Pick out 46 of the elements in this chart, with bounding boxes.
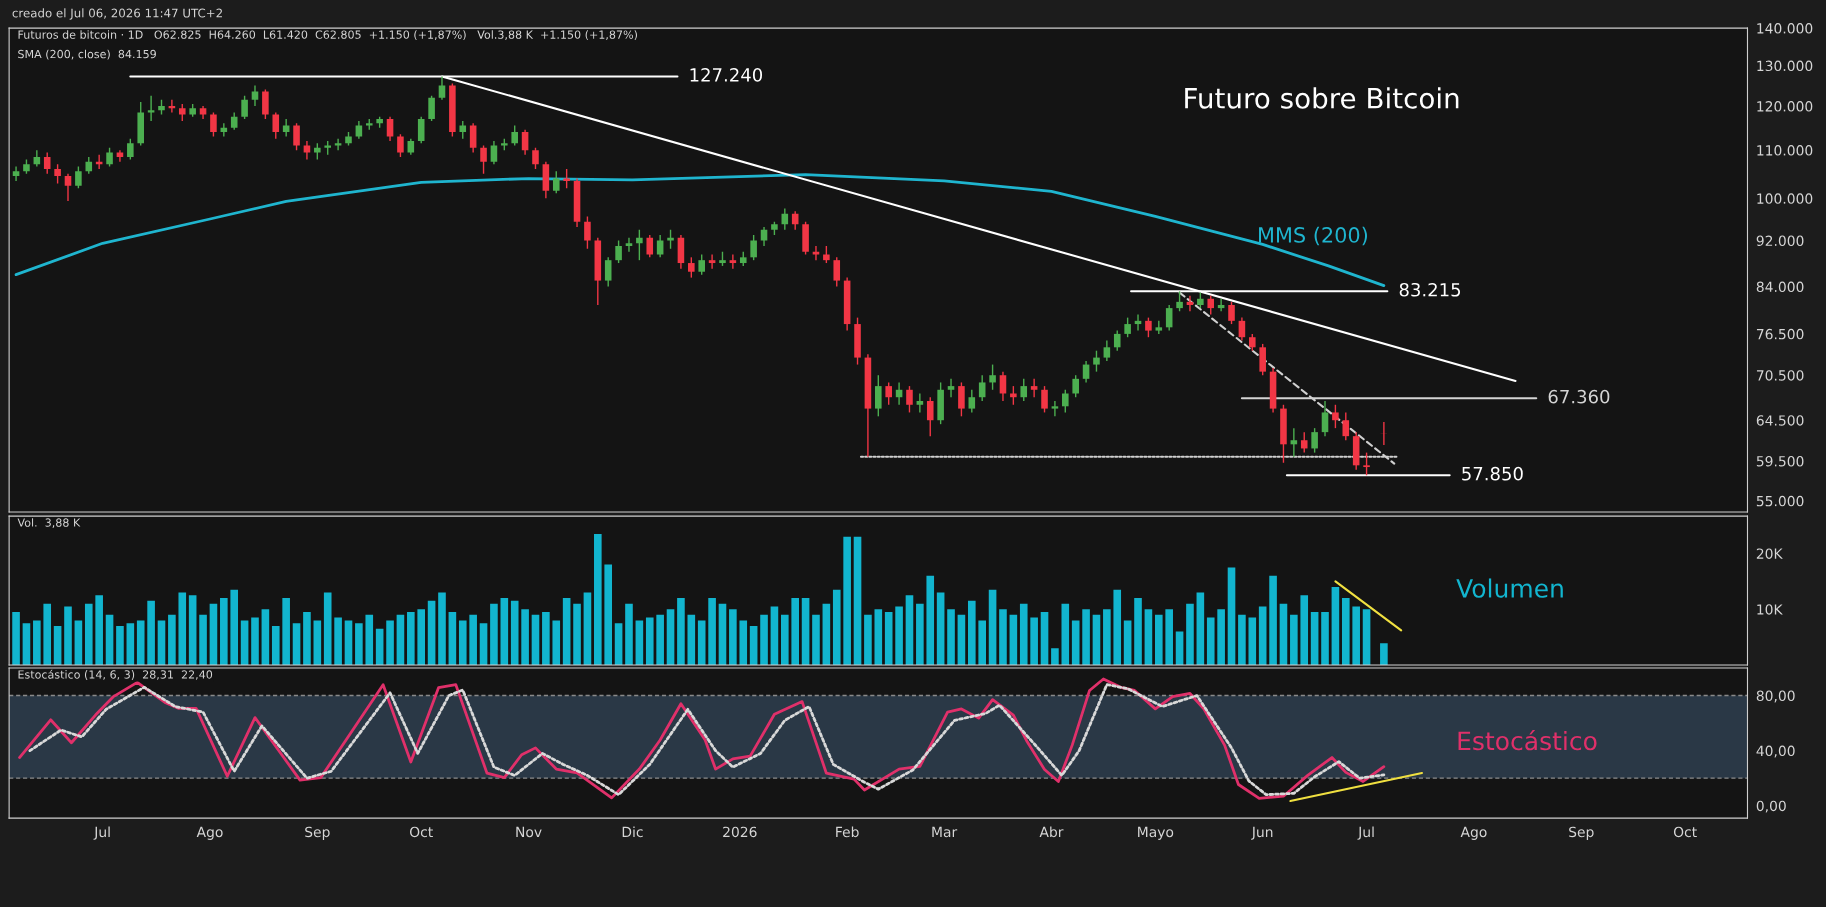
x-tick-label: Mayo [1138, 826, 1174, 840]
text: Estocástico [1458, 729, 1597, 751]
y-tick-label: 80,00 [1756, 690, 1795, 703]
y-tick-label: 84.000 [1756, 281, 1804, 293]
y-tick-label: 140.000 [1757, 23, 1813, 34]
y-tick-label: 59.500 [1756, 456, 1804, 467]
y-tick-label: 55.000 [1756, 495, 1804, 507]
x-tick-label: Dic [622, 826, 643, 838]
y-tick-label: 10K [1757, 604, 1783, 615]
x-tick-label: Sep [305, 826, 330, 840]
annotation: SMA (200, close) 84.159 [18, 49, 156, 60]
x-tick-label: Jul [1357, 826, 1374, 840]
y-tick-label: 100.000 [1757, 193, 1813, 204]
y-tick-label: 76.500 [1756, 328, 1804, 340]
y-tick-label: 130.000 [1757, 60, 1813, 72]
y-tick-label: 92.000 [1756, 235, 1804, 247]
y-tick-label: 64.500 [1756, 415, 1804, 426]
x-tick-label: Ago [1460, 826, 1487, 840]
y-tick-label: 0,00 [1756, 800, 1786, 813]
annotation: Estocástico (14, 6, 3) 28,31 22,40 [18, 669, 213, 680]
series-label: MMS (200) [1259, 226, 1368, 246]
x-tick-label: Oct [409, 826, 433, 838]
text: creado el Jul 06, 2026 11:47 UTC+2 [12, 8, 222, 20]
x-tick-label: Mar [932, 826, 958, 838]
text: Futuro sobre Bitcoin [1185, 87, 1459, 109]
y-tick-label: 120.000 [1757, 101, 1813, 112]
y-tick-label: 70.500 [1756, 370, 1804, 381]
x-tick-label: Jun [1251, 826, 1273, 840]
annotation: Vol. 3,88 K [17, 518, 81, 528]
x-tick-label: Sep [1569, 826, 1594, 840]
y-tick-label: 20K [1756, 548, 1783, 559]
x-tick-label: Jul [93, 826, 110, 840]
text: Volumen [1456, 578, 1563, 598]
series-label: 67.360 [1548, 389, 1610, 404]
x-tick-label: Nov [516, 826, 542, 838]
x-tick-label: Ago [196, 826, 223, 840]
x-tick-label: Feb [836, 826, 859, 838]
x-tick-label: 2026 [723, 826, 757, 838]
series-label: 127.240 [690, 68, 763, 82]
x-tick-label: Oct [1673, 826, 1697, 838]
y-tick-label: 110.000 [1757, 145, 1813, 156]
x-tick-label: Abr [1039, 826, 1064, 838]
annotation: Futuros de bitcoin · 1D O62.825 H64.260 L61.420 C62.805 +1.150 (+1,87%) Vol.3,88 K +1.150 (+1,87%) [18, 30, 637, 41]
series-label: 83.215 [1399, 282, 1461, 297]
series-label: 57.850 [1462, 466, 1523, 481]
y-tick-label: 40,00 [1756, 745, 1795, 758]
